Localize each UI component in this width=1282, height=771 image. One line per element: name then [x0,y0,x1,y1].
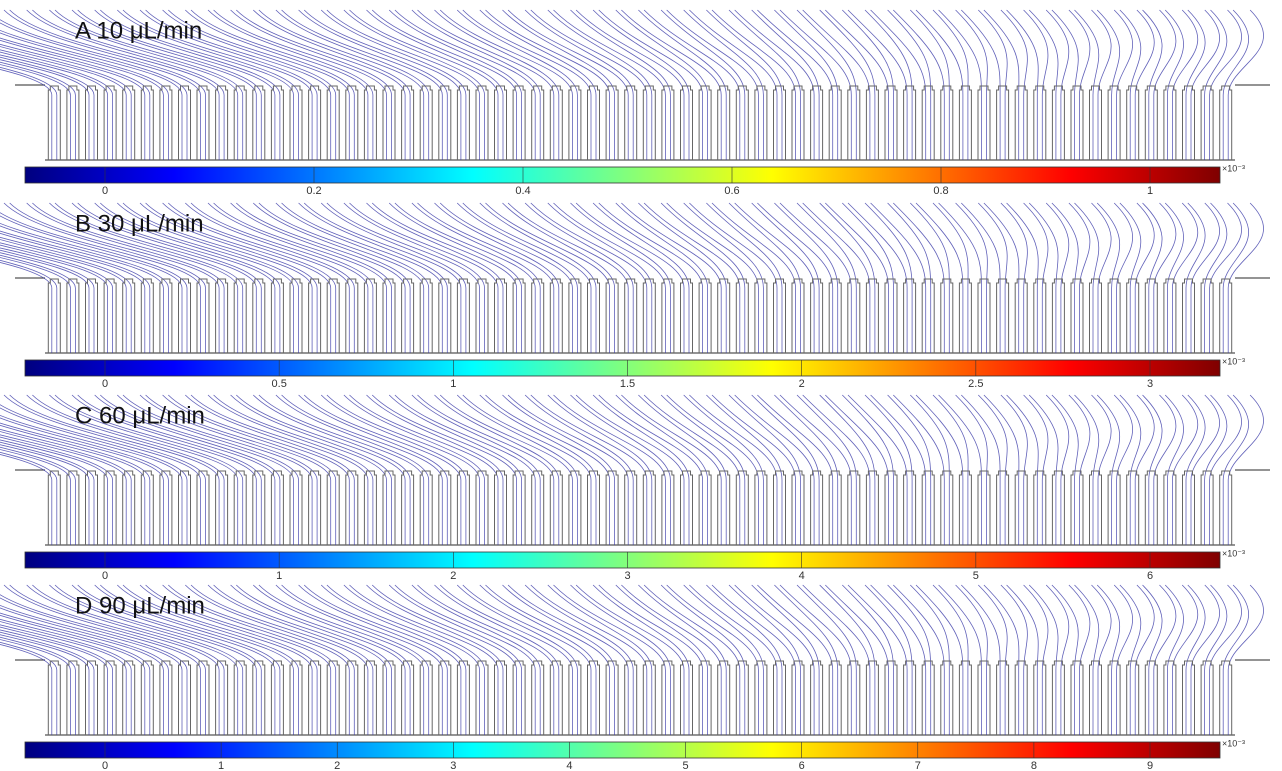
panel: B 30 μL/min 0 0.5 1 1.5 2 2.5 3 ×10⁻³ [0,203,1270,390]
colorbar-tick-label: 9 [1147,760,1153,771]
colorbar [25,742,1220,758]
figure: A 10 μL/min00.20.40.60.81×10⁻³B 30 μL/mi… [0,0,1282,771]
colorbar-tick-label: 0.6 [724,185,739,197]
colorbar-multiplier: ×10⁻³ [1222,163,1245,173]
micro-channels [48,86,1231,160]
colorbar-tick-label: 7 [915,760,921,771]
panel-label: B 30 μL/min [75,210,204,237]
colorbar [25,167,1220,183]
colorbar-tick-label: 1 [218,760,224,771]
colorbar-tick-label: 1 [450,378,456,390]
panel-label: D 90 μL/min [75,592,205,619]
panel: D 90 μL/min 0 1 2 3 4 5 6 7 8 9 ×10⁻³ [0,585,1270,771]
channel-outline [15,660,1270,735]
channel-outline [15,278,1270,353]
colorbar [25,552,1220,568]
colorbar [25,360,1220,376]
colorbar-tick-label: 0.2 [306,185,321,197]
channel-outline [15,470,1270,545]
channel-outline [15,85,1270,160]
colorbar-multiplier: ×10⁻³ [1222,738,1245,748]
colorbar-tick-label: 0 [102,378,108,390]
colorbar-tick-label: 2 [450,570,456,582]
colorbar-tick-label: 3 [1147,378,1153,390]
colorbar-tick-label: 1.5 [620,378,635,390]
colorbar-tick-label: 2 [334,760,340,771]
colorbar-tick-label: 5 [973,570,979,582]
colorbar-tick-label: 3 [624,570,630,582]
colorbar-tick-label: 2 [799,378,805,390]
colorbar-tick-label: 5 [682,760,688,771]
colorbar-tick-label: 0.5 [272,378,287,390]
colorbar-tick-label: 8 [1031,760,1037,771]
micro-channels [48,471,1231,545]
micro-channels [48,661,1231,735]
colorbar-tick-label: 4 [799,570,805,582]
colorbar-tick-label: 2.5 [968,378,983,390]
panel-label: C 60 μL/min [75,402,205,429]
colorbar-tick-label: 0 [102,185,108,197]
colorbar-multiplier: ×10⁻³ [1222,548,1245,558]
colorbar-tick-label: 4 [566,760,572,771]
panel: C 60 μL/min 0 1 2 3 4 5 6 ×10⁻³ [0,395,1270,582]
colorbar-tick-label: 0.8 [933,185,948,197]
colorbar-tick-label: 1 [1147,185,1153,197]
panel: A 10 μL/min 0 0.2 0.4 0.6 0.8 1 ×10⁻³ [0,10,1270,197]
colorbar-tick-label: 0 [102,570,108,582]
panel-label: A 10 μL/min [75,17,202,44]
colorbar-tick-label: 6 [799,760,805,771]
colorbar-tick-label: 6 [1147,570,1153,582]
colorbar-tick-label: 0 [102,760,108,771]
colorbar-tick-label: 1 [276,570,282,582]
colorbar-tick-label: 0.4 [515,185,530,197]
micro-channels [48,279,1231,353]
colorbar-multiplier: ×10⁻³ [1222,356,1245,366]
colorbar-tick-label: 3 [450,760,456,771]
